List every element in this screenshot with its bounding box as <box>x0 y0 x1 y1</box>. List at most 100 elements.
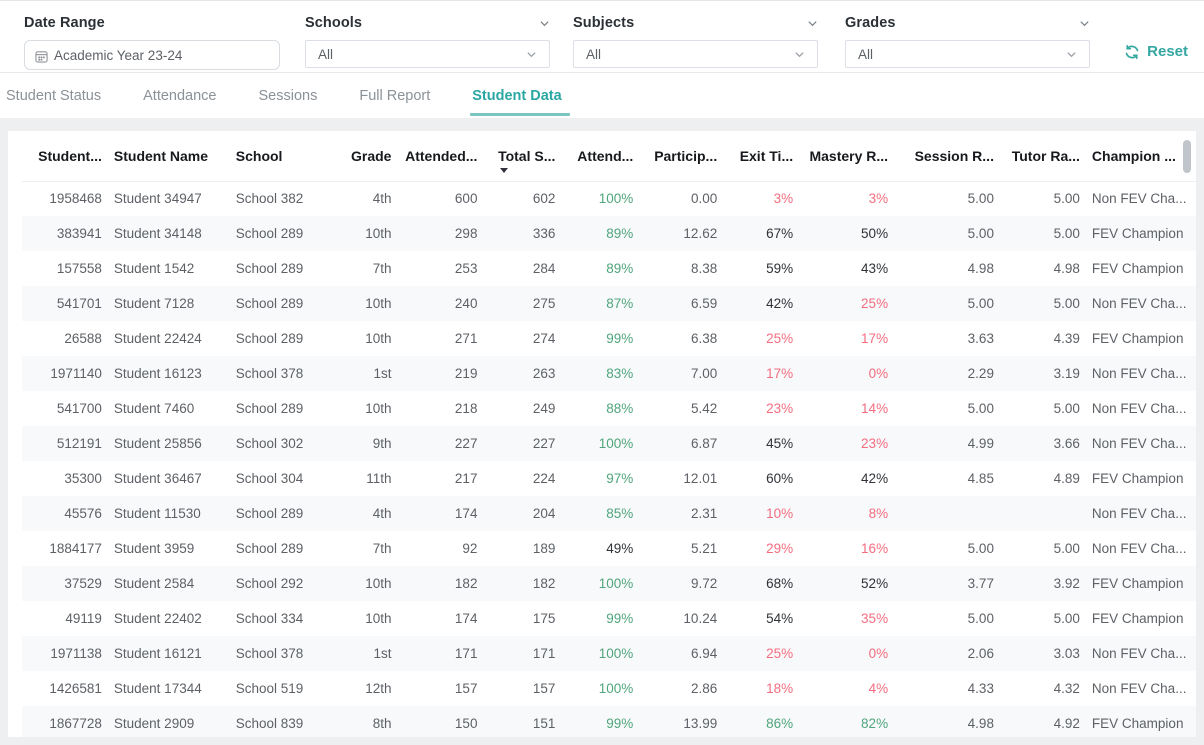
cell-total-sessions: 151 <box>532 716 556 731</box>
cell-school: School 302 <box>235 436 304 451</box>
student-data-card: Student... Student Name School Grade Attende… <box>8 131 1196 737</box>
cell-session-rating: 5.00 <box>967 191 994 207</box>
cell-attendance-pct: 88% <box>606 401 634 416</box>
column-header-grade[interactable]: Grade <box>335 131 400 182</box>
column-header-exit-ticket[interactable]: Exit Ti... <box>725 131 802 182</box>
cell-exit-ticket: 86% <box>766 716 794 731</box>
cell-exit-ticket: 23% <box>766 401 794 416</box>
tab-student-status[interactable]: Student Status <box>6 87 102 104</box>
cell-participation: 7.00 <box>690 366 718 381</box>
cell-student-name: Student 2584 <box>113 576 195 591</box>
cell-tutor-rating: 4.89 <box>1053 471 1080 486</box>
cell-champion-status: FEV Champion <box>1091 331 1184 346</box>
column-header-school[interactable]: School <box>231 131 336 182</box>
cell-total-sessions: 274 <box>532 331 556 346</box>
cell-mastery-rate: 42% <box>861 471 889 486</box>
cell-mastery-rate: 23% <box>861 436 889 451</box>
cell-school: School 839 <box>235 716 304 731</box>
chevron-down-icon <box>794 49 805 60</box>
cell-school: School 519 <box>235 681 304 696</box>
chevron-down-icon[interactable] <box>539 18 550 29</box>
cell-total-sessions: 224 <box>532 471 556 486</box>
cell-mastery-rate: 14% <box>861 401 889 416</box>
cell-total-sessions: 189 <box>532 541 556 556</box>
cell-participation: 2.86 <box>690 681 718 696</box>
cell-tutor-rating: 4.92 <box>1053 716 1080 731</box>
cell-exit-ticket: 59% <box>766 261 794 276</box>
cell-champion-status: Non FEV Cha... <box>1091 401 1187 416</box>
column-header-mastery-rate[interactable]: Mastery R... <box>801 131 897 182</box>
cell-grade: 10th <box>365 576 392 591</box>
cell-mastery-rate: 4% <box>868 681 889 696</box>
grades-select[interactable]: All <box>845 40 1090 68</box>
cell-student-name: Student 17344 <box>113 681 202 696</box>
cell-exit-ticket: 54% <box>766 611 794 626</box>
cell-mastery-rate: 43% <box>861 261 889 276</box>
cell-student-id: 49119 <box>65 611 102 626</box>
cell-student-name: Student 7460 <box>113 401 195 416</box>
sort-desc-icon <box>500 167 509 173</box>
cell-tutor-rating: 5.00 <box>1053 611 1080 626</box>
column-header-student-id[interactable]: Student... <box>22 131 110 182</box>
cell-session-rating: 5.00 <box>967 296 994 311</box>
column-header-attended[interactable]: Attended... <box>399 131 486 182</box>
reset-label: Reset <box>1147 43 1188 60</box>
table-row: 541700 Student 7460 School 289 10th 218 249 88… <box>22 391 1196 426</box>
column-header-session-rating[interactable]: Session R... <box>896 131 1002 182</box>
cell-student-id: 541701 <box>56 296 102 311</box>
cell-session-rating: 4.99 <box>967 436 994 451</box>
cell-session-rating <box>896 496 1002 531</box>
column-header-tutor-rating[interactable]: Tutor Ra... <box>1001 131 1088 182</box>
subjects-filter: Subjects All <box>573 13 818 68</box>
column-header-student-name[interactable]: Student Name <box>109 131 232 182</box>
cell-school: School 289 <box>235 401 304 416</box>
cell-attended: 182 <box>454 576 478 591</box>
cell-exit-ticket: 45% <box>766 436 794 451</box>
chevron-down-icon[interactable] <box>807 18 818 29</box>
cell-attended: 92 <box>462 541 478 556</box>
cell-grade: 7th <box>372 261 392 276</box>
cell-exit-ticket: 10% <box>766 506 794 521</box>
column-header-attendance-pct[interactable]: Attend... <box>563 131 642 182</box>
cell-participation: 6.59 <box>690 296 718 311</box>
table-row: 1884177 Student 3959 School 289 7th 92 189 49%… <box>22 531 1196 566</box>
schools-label: Schools <box>305 15 363 31</box>
cell-exit-ticket: 67% <box>766 226 794 241</box>
cell-tutor-rating: 3.66 <box>1053 436 1080 451</box>
date-range-input[interactable]: Academic Year 23-24 <box>24 40 280 70</box>
cell-participation: 6.38 <box>690 331 718 346</box>
cell-exit-ticket: 25% <box>766 646 794 661</box>
column-header-total-sessions[interactable]: Total S... <box>485 131 564 182</box>
cell-school: School 289 <box>235 541 304 556</box>
schools-select[interactable]: All <box>305 40 550 68</box>
column-header-participation[interactable]: Particip... <box>641 131 726 182</box>
cell-total-sessions: 249 <box>532 401 556 416</box>
cell-exit-ticket: 18% <box>766 681 794 696</box>
reset-button[interactable]: Reset <box>1090 43 1190 60</box>
subjects-select[interactable]: All <box>573 40 818 68</box>
cell-participation: 5.42 <box>690 401 718 416</box>
chevron-down-icon[interactable] <box>1079 18 1090 29</box>
cell-tutor-rating: 3.03 <box>1053 646 1080 661</box>
cell-champion-status: Non FEV Cha... <box>1091 436 1187 451</box>
cell-total-sessions: 175 <box>532 611 556 626</box>
cell-session-rating: 4.85 <box>967 471 994 486</box>
filter-bar: Date Range Academic Year 23-24 Schools A… <box>0 0 1204 73</box>
tab-attendance[interactable]: Attendance <box>143 87 217 104</box>
table-row: 383941 Student 34148 School 289 10th 298 336 8… <box>22 216 1196 251</box>
vertical-scrollbar-thumb[interactable] <box>1183 140 1191 173</box>
cell-attended: 600 <box>454 191 478 207</box>
cell-tutor-rating: 3.92 <box>1053 576 1080 591</box>
tab-sessions[interactable]: Sessions <box>258 87 318 104</box>
cell-exit-ticket: 17% <box>766 366 794 381</box>
table-header-row: Student... Student Name School Grade Attende… <box>22 131 1196 182</box>
grades-value: All <box>858 46 874 62</box>
cell-champion-status: Non FEV Cha... <box>1091 681 1187 696</box>
tab-full-report[interactable]: Full Report <box>359 87 431 104</box>
cell-exit-ticket: 25% <box>766 331 794 346</box>
table-row: 49119 Student 22402 School 334 10th 174 175 99… <box>22 601 1196 636</box>
cell-total-sessions: 275 <box>532 296 556 311</box>
tab-student-data[interactable]: Student Data <box>470 73 571 118</box>
cell-total-sessions: 263 <box>532 366 556 381</box>
column-header-champion-status[interactable]: Champion ... <box>1087 131 1196 182</box>
